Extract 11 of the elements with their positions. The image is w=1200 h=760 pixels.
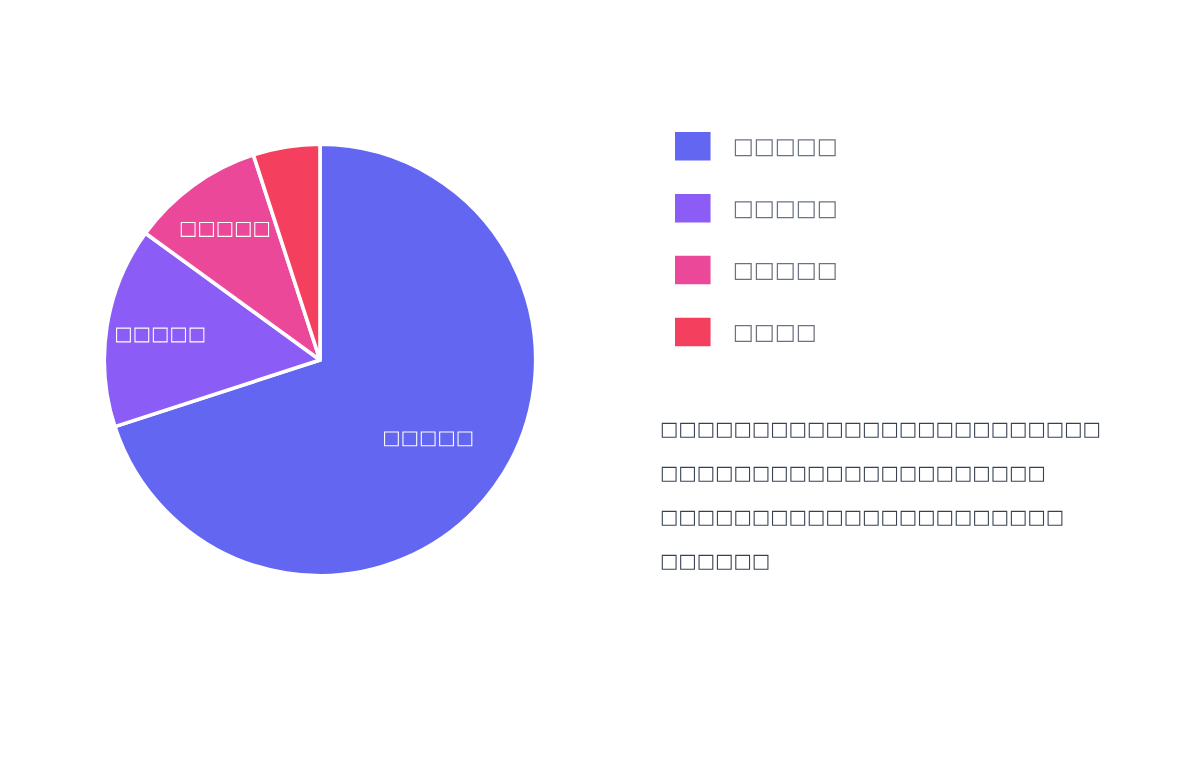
- text: □□□□□□: [661, 554, 769, 570]
- legend-label: □□□□□: [734, 139, 836, 157]
- text: □□□□□□□□□□□□□□□□□□□□□□: [661, 510, 1063, 526]
- slice-label: □□□□□: [116, 327, 205, 343]
- legend-label: □□□□□: [734, 201, 836, 219]
- text: □□□□□□□□□□□□□□□□□□□□□: [661, 466, 1045, 482]
- legend-label: □□□□□: [734, 263, 836, 281]
- legend-label: □□□□: [734, 324, 815, 342]
- slice-label: □□□□□: [180, 222, 270, 237]
- slice-label: □□□□□: [384, 431, 473, 447]
- text: □□□□□□□□□□□□□□□□□□□□□□□□: [661, 422, 1100, 438]
